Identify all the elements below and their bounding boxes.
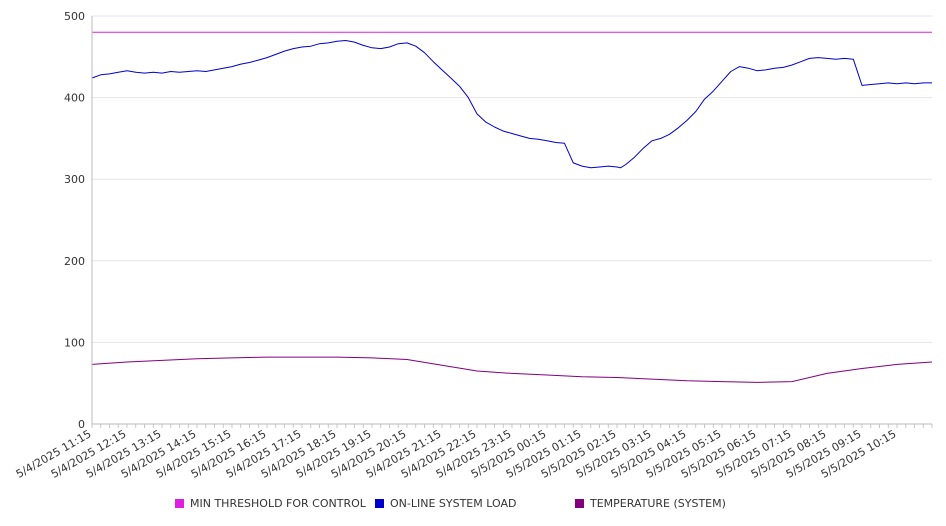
- series-lines: [91, 31, 933, 383]
- y-tick-label: 200: [64, 255, 85, 268]
- axes: [91, 16, 932, 425]
- y-tick-label: 300: [64, 173, 85, 186]
- legend-label-temperature: TEMPERATURE (SYSTEM): [590, 497, 726, 510]
- legend-item-min-threshold: MIN THRESHOLD FOR CONTROL: [175, 497, 366, 510]
- gridlines: [92, 15, 932, 343]
- y-tick-label: 500: [64, 10, 85, 23]
- legend-item-system-load: ON-LINE SYSTEM LOAD: [375, 497, 516, 510]
- x-axis-ticks: 5/4/2025 11:155/4/2025 12:155/4/2025 13:…: [14, 424, 933, 481]
- y-tick-label: 0: [78, 418, 85, 431]
- legend-swatch-temperature: [575, 499, 584, 508]
- y-axis-ticks: 0 100 200 300 400 500: [64, 10, 85, 431]
- series-line-system-load: [91, 40, 932, 169]
- y-tick-label: 400: [64, 92, 85, 105]
- legend-swatch-min-threshold: [175, 499, 184, 508]
- y-tick-label: 100: [64, 336, 85, 349]
- legend: MIN THRESHOLD FOR CONTROL ON-LINE SYSTEM…: [0, 497, 946, 515]
- legend-label-min-threshold: MIN THRESHOLD FOR CONTROL: [190, 497, 366, 510]
- series-line-temperature: [91, 356, 933, 383]
- legend-item-temperature: TEMPERATURE (SYSTEM): [575, 497, 726, 510]
- legend-label-system-load: ON-LINE SYSTEM LOAD: [390, 497, 517, 510]
- legend-swatch-system-load: [375, 499, 384, 508]
